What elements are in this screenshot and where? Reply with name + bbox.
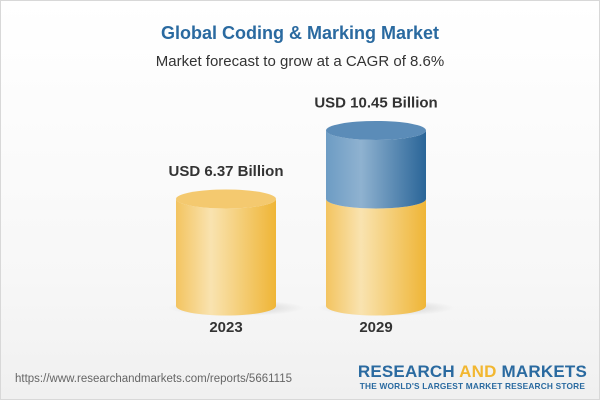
cylinder-base-segment — [176, 198, 276, 316]
cylinder-base-segment — [326, 198, 426, 316]
logo-text: RESEARCH — [357, 362, 460, 381]
logo-tagline: THE WORLD'S LARGEST MARKET RESEARCH STOR… — [359, 381, 586, 391]
cylinder-top — [326, 120, 426, 140]
chart-title: Global Coding & Marking Market — [160, 23, 440, 43]
cylinder-growth-segment — [326, 130, 426, 209]
logo-text-and: AND — [459, 362, 497, 381]
category-label: 2029 — [359, 319, 392, 336]
data-label: USD 10.45 Billion — [314, 94, 437, 111]
chart-subtitle: Market forecast to grow at a CAGR of 8.6… — [155, 53, 445, 70]
source-url[interactable]: https://www.researchandmarkets.com/repor… — [15, 373, 292, 385]
data-label: USD 6.37 Billion — [168, 163, 283, 180]
logo-text: MARKETS — [496, 362, 587, 381]
research-and-markets-logo: RESEARCH AND MARKETS THE WORLD'S LARGEST… — [357, 362, 587, 392]
cylinder-top — [176, 189, 276, 209]
category-label: 2023 — [209, 319, 242, 336]
